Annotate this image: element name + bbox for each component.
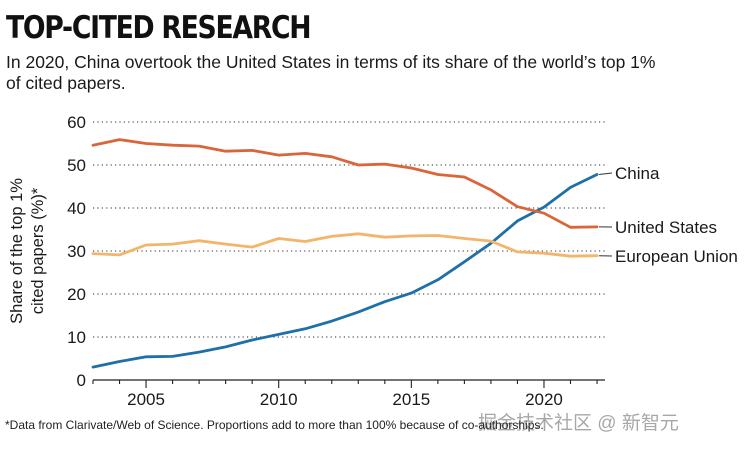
series-line-china <box>91 173 599 369</box>
chart-subtitle: In 2020, China overtook the United State… <box>6 52 656 93</box>
x-tick-label: 2005 <box>127 390 165 409</box>
y-tick-label: 30 <box>67 242 86 261</box>
y-tick-label: 60 <box>67 113 86 132</box>
series-line-european-union <box>91 232 599 258</box>
watermark: 掘金技术社区 @ 新智元 <box>478 413 679 434</box>
chart-title: TOP-CITED RESEARCH <box>6 10 312 46</box>
x-tick-label: 2010 <box>260 390 298 409</box>
y-axis-title-line1: Share of the top 1% <box>8 178 26 324</box>
y-axis-title-line2: cited papers (%)* <box>29 187 47 314</box>
line-chart: 0 10 20 30 40 50 60 2005 2010 2015 2020 Share of th… <box>8 113 738 409</box>
legend-label-united-states: United States <box>615 218 717 237</box>
y-tick-label: 10 <box>67 328 86 347</box>
legend-label-china: China <box>615 164 660 183</box>
x-tick-label: 2020 <box>525 390 563 409</box>
footnote: *Data from Clarivate/Web of Science. Pro… <box>5 418 544 432</box>
y-tick-label: 20 <box>67 285 86 304</box>
y-tick-label: 50 <box>67 156 86 175</box>
legend-label-european-union: European Union <box>615 247 738 266</box>
series-line-united-states <box>91 138 599 229</box>
y-tick-label: 0 <box>77 371 86 390</box>
y-tick-label: 40 <box>67 199 86 218</box>
x-tick-label: 2015 <box>392 390 430 409</box>
leader-line-china <box>598 172 613 175</box>
